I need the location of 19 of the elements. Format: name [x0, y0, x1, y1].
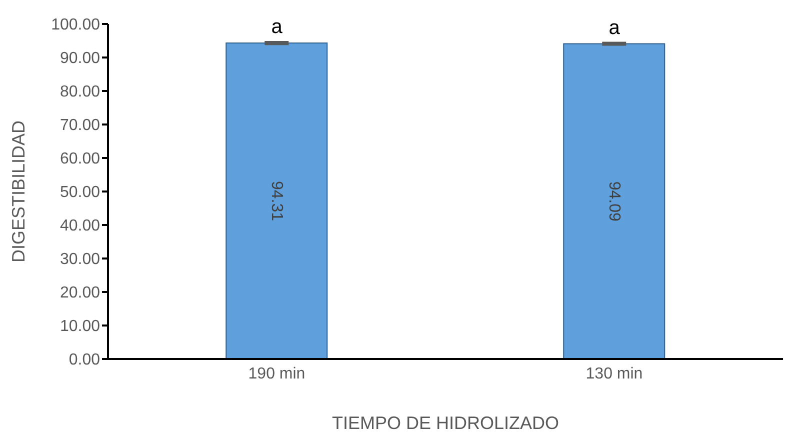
data-label: 94.09	[606, 181, 623, 222]
x-tick-label: 190 min	[248, 365, 306, 382]
y-axis-title: DIGESTIBILIDAD	[8, 120, 28, 263]
y-tick-label: 60.00	[60, 150, 100, 168]
y-tick-label: 20.00	[60, 284, 100, 302]
y-tick-label: 0.00	[68, 352, 100, 369]
x-axis-title: TIEMPO DE HIDROLIZADO	[332, 413, 560, 433]
y-tick-label: 70.00	[60, 117, 100, 134]
y-tick-label: 100.00	[51, 16, 100, 34]
y-tick-label: 80.00	[60, 84, 100, 101]
annotation: a	[271, 16, 284, 38]
y-tick-label: 40.00	[60, 218, 100, 235]
annotation: a	[608, 16, 621, 39]
x-tick-label: 130 min	[586, 365, 643, 382]
y-tick-label: 30.00	[60, 251, 100, 268]
data-label: 94.31	[268, 181, 286, 222]
y-tick-label: 50.00	[60, 184, 100, 202]
y-tick-label: 10.00	[60, 318, 100, 336]
y-tick-label: 90.00	[60, 50, 100, 68]
